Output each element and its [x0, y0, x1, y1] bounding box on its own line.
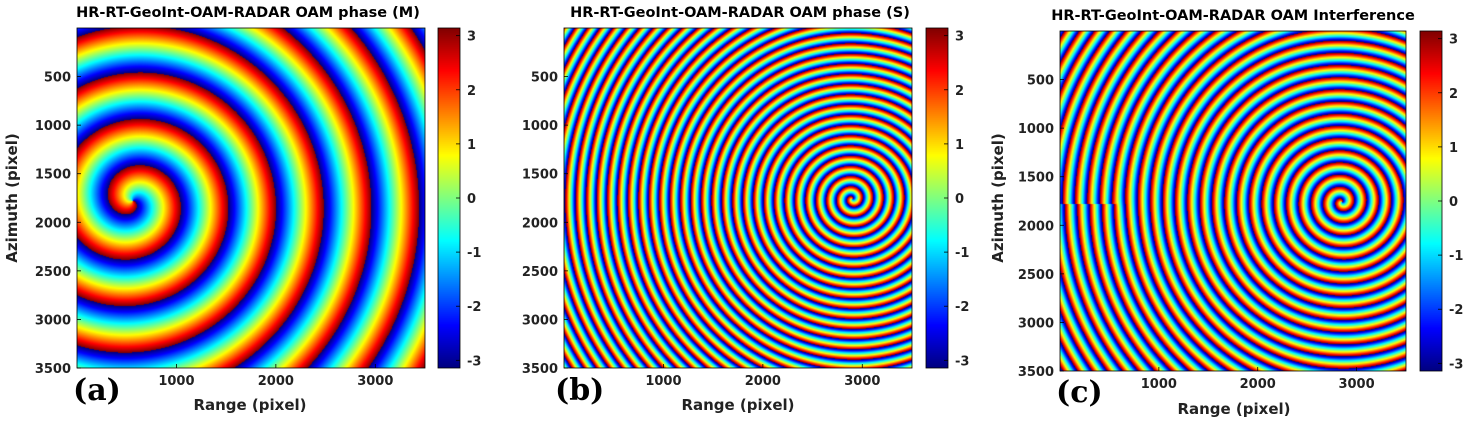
y-tick-label: 3000	[522, 313, 558, 328]
y-tick-label: 3000	[1018, 316, 1054, 331]
x-tick-label: 3000	[844, 374, 880, 389]
colorbar-tick-label: 1	[1449, 141, 1458, 156]
colorbar-tick-label: 0	[955, 192, 964, 207]
x-tick-label: 3000	[357, 374, 393, 389]
panel-title: HR-RT-GeoInt-OAM-RADAR OAM phase (M)	[76, 5, 420, 21]
panel-2: HR-RT-GeoInt-OAM-RADAR OAM phase (S) 1000…	[522, 5, 970, 414]
panel-label: (b)	[555, 373, 604, 408]
colorbar-tick-label: 2	[467, 84, 476, 99]
y-tick-label: 3500	[1018, 365, 1054, 380]
heatmap-image	[1060, 31, 1406, 371]
colorbar	[438, 28, 460, 368]
colorbar-tick-label: -1	[1449, 249, 1463, 264]
colorbar-tick-label: -3	[1449, 357, 1463, 372]
y-tick-label: 500	[531, 71, 558, 86]
x-tick-label: 1000	[645, 374, 681, 389]
panel-3: HR-RT-GeoInt-OAM-RADAR OAM Interference 1…	[989, 8, 1463, 418]
panel-title: HR-RT-GeoInt-OAM-RADAR OAM Interference	[1051, 8, 1415, 24]
colorbar-tick-label: 1	[955, 138, 964, 153]
colorbar-tick-label: -1	[467, 246, 481, 261]
colorbar-tick-label: 0	[467, 192, 476, 207]
y-tick-label: 2000	[1018, 219, 1054, 234]
heatmap-image	[77, 28, 425, 368]
panel-label: (c)	[1056, 375, 1103, 410]
y-tick-label: 1000	[522, 119, 558, 134]
x-tick-label: 3000	[1338, 377, 1374, 392]
colorbar-tick-label: -2	[467, 300, 481, 315]
x-axis-label: Range (pixel)	[193, 396, 306, 414]
colorbar-tick-label: 3	[1449, 33, 1458, 48]
y-tick-label: 500	[44, 71, 71, 86]
panel-label: (a)	[73, 373, 121, 408]
plot-frame	[76, 27, 426, 369]
y-tick-label: 2500	[1018, 268, 1054, 283]
colorbar-tick-label: 2	[1449, 87, 1458, 102]
x-axis-label: Range (pixel)	[1177, 400, 1290, 418]
x-tick-label: 1000	[1141, 377, 1177, 392]
colorbar-tick-label: 0	[1449, 195, 1458, 210]
x-tick-label: 1000	[158, 374, 194, 389]
x-tick-label: 2000	[745, 374, 781, 389]
colorbar	[1420, 31, 1442, 371]
colorbar-tick-label: -2	[1449, 303, 1463, 318]
panel-title: HR-RT-GeoInt-OAM-RADAR OAM phase (S)	[570, 5, 910, 21]
colorbar-tick-label: -2	[955, 300, 969, 315]
y-tick-label: 1000	[35, 119, 71, 134]
colorbar-tick-label: 3	[955, 30, 964, 45]
y-tick-label: 2500	[35, 265, 71, 280]
colorbar-tick-label: 2	[955, 84, 964, 99]
y-tick-label: 1500	[522, 168, 558, 183]
colorbar-tick-label: -3	[955, 354, 969, 369]
colorbar-tick-label: 1	[467, 138, 476, 153]
y-tick-label: 500	[1027, 74, 1054, 89]
colorbar-tick-label: 3	[467, 30, 476, 45]
y-tick-label: 2000	[35, 216, 71, 231]
y-tick-label: 3500	[35, 362, 71, 377]
y-tick-label: 2000	[522, 216, 558, 231]
heatmap-image	[564, 28, 912, 368]
y-tick-label: 3500	[522, 362, 558, 377]
plot-frame	[563, 27, 913, 369]
y-axis-label: Azimuth (pixel)	[989, 133, 1007, 262]
colorbar-tick-label: -1	[955, 246, 969, 261]
y-tick-label: 1000	[1018, 122, 1054, 137]
panel-1: HR-RT-GeoInt-OAM-RADAR OAM phase (M) 1000…	[3, 5, 481, 414]
x-tick-label: 2000	[1240, 377, 1276, 392]
colorbar-tick-label: -3	[467, 354, 481, 369]
x-axis-label: Range (pixel)	[681, 396, 794, 414]
x-tick-label: 2000	[258, 374, 294, 389]
plot-frame	[1059, 30, 1407, 372]
y-tick-label: 2500	[522, 265, 558, 280]
y-tick-label: 1500	[35, 168, 71, 183]
y-tick-label: 1500	[1018, 171, 1054, 186]
y-tick-label: 3000	[35, 313, 71, 328]
colorbar	[926, 28, 948, 368]
y-axis-label: Azimuth (pixel)	[3, 133, 21, 262]
